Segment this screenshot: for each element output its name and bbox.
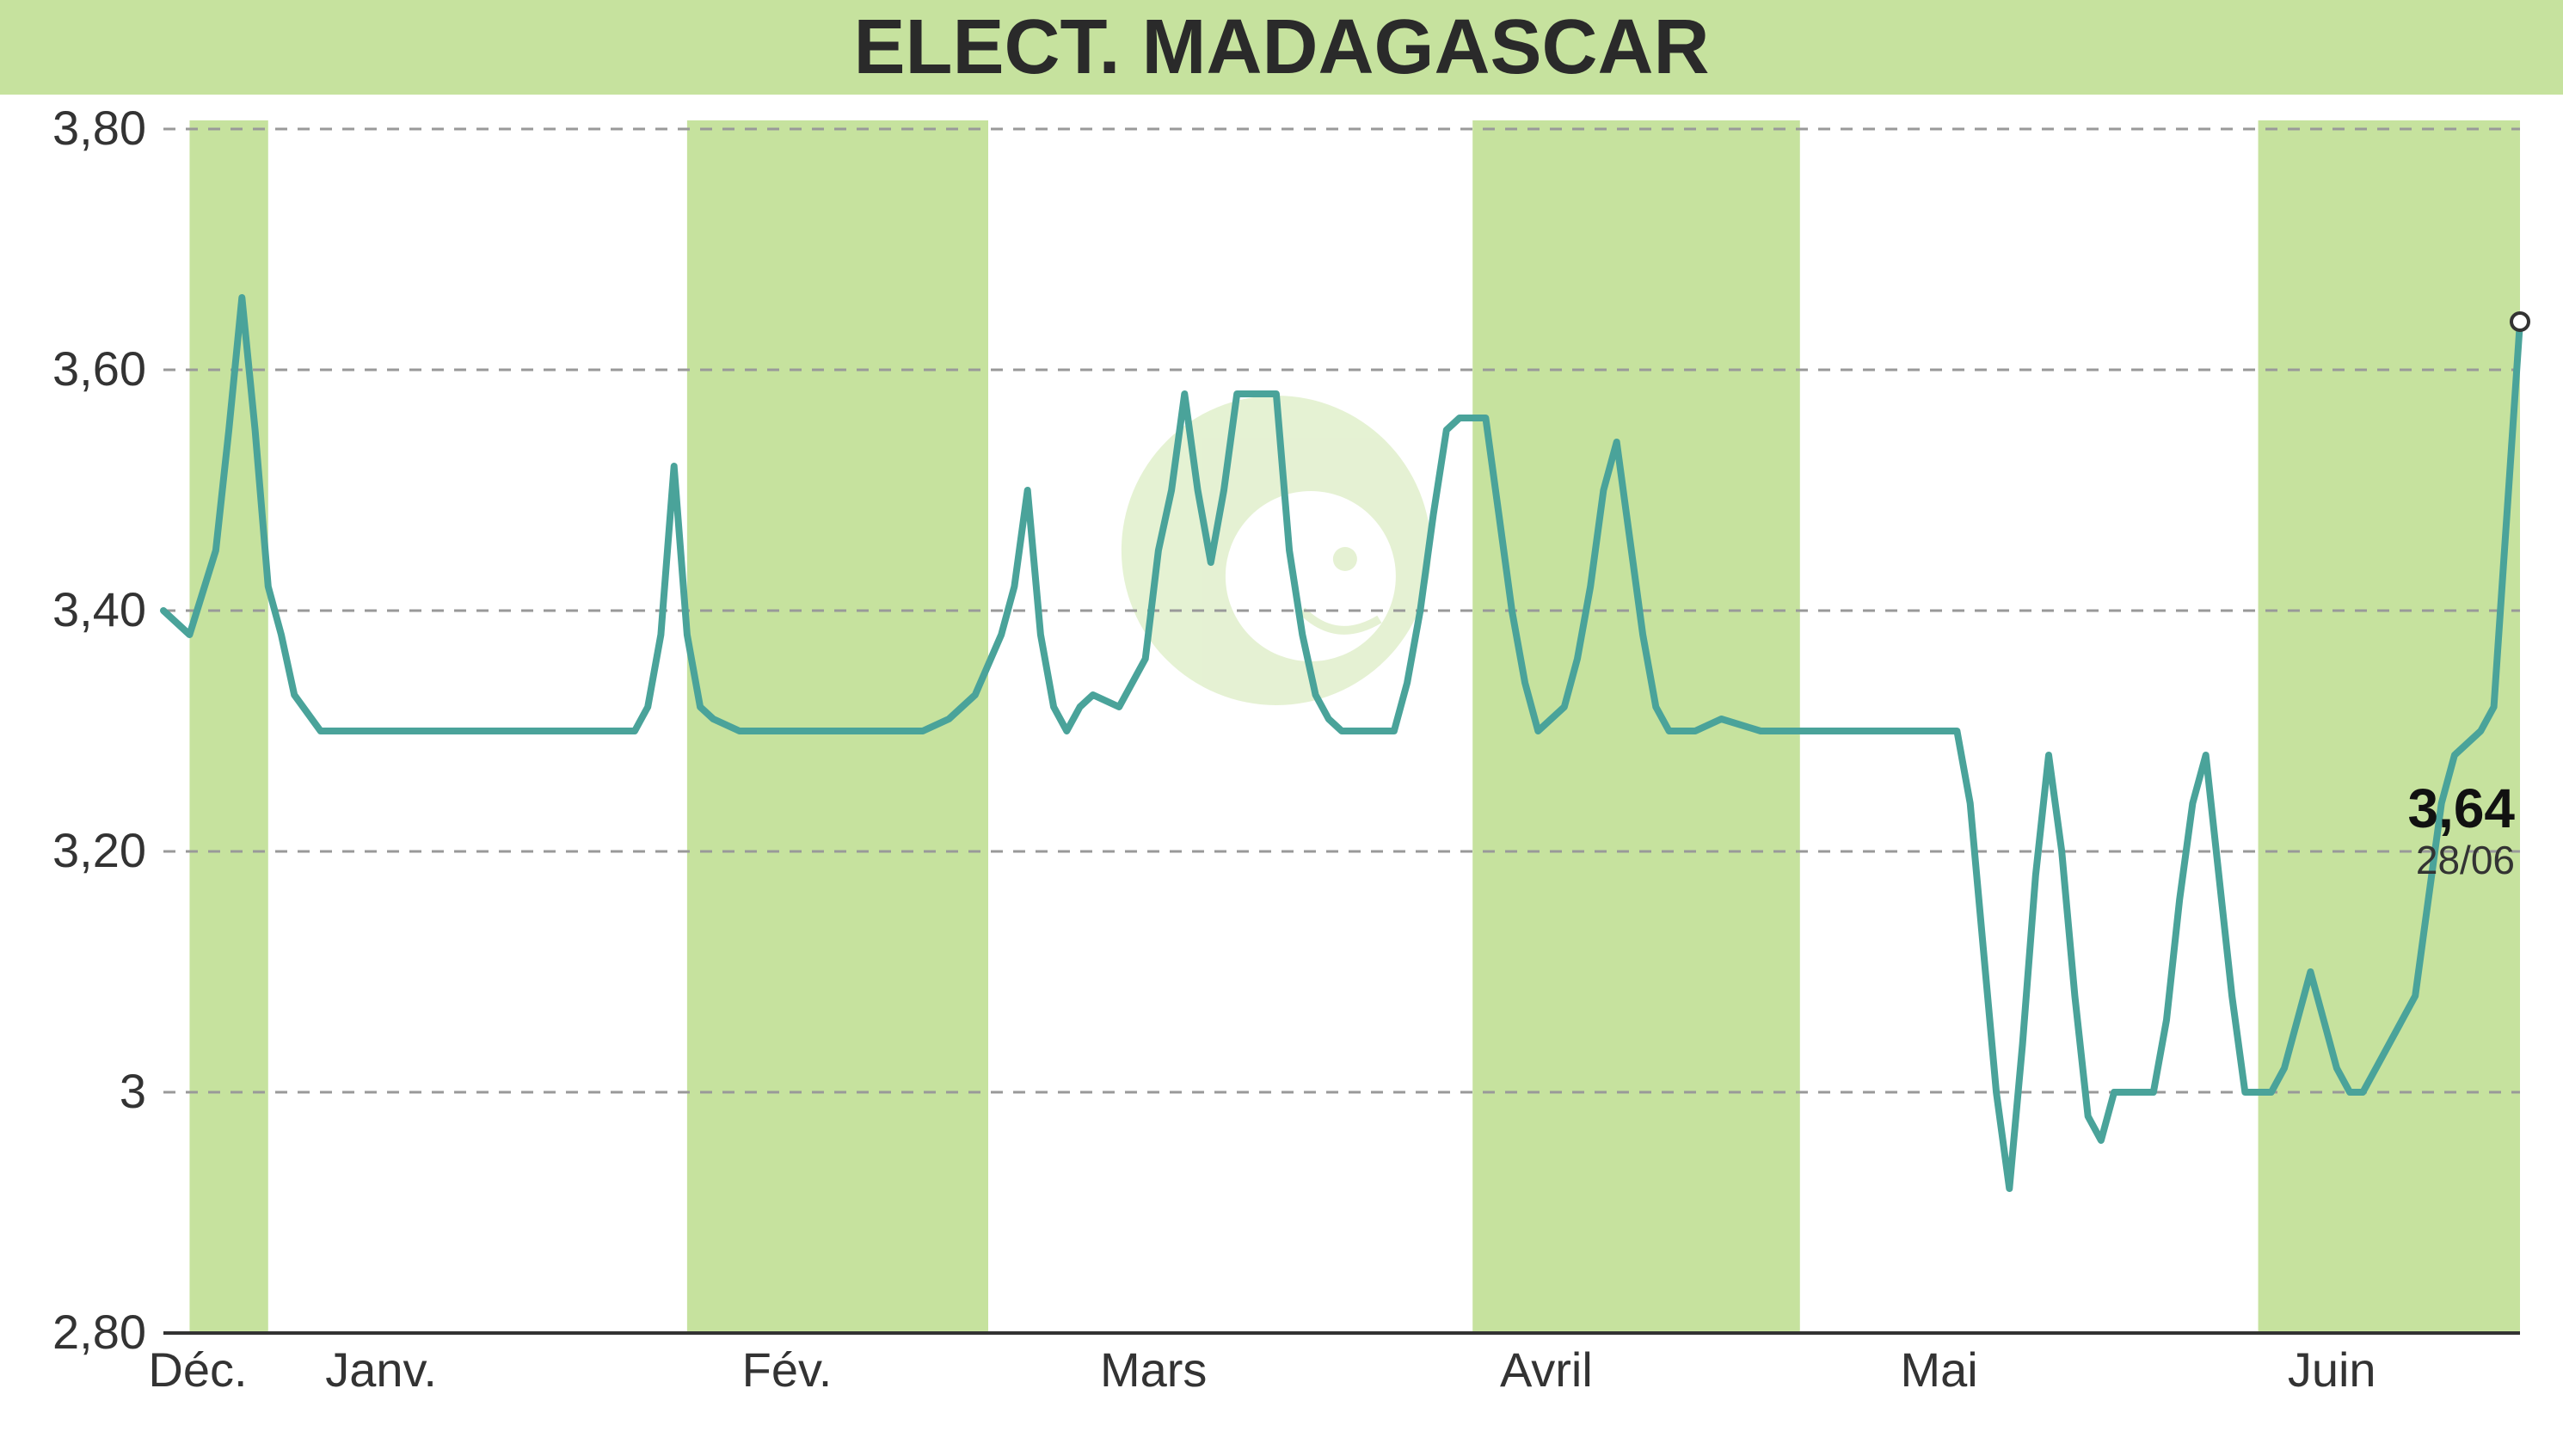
x-axis-label: Avril	[1500, 1342, 1593, 1397]
x-axis-label: Janv.	[325, 1342, 437, 1397]
background-band	[189, 120, 267, 1333]
y-axis-label: 3,60	[52, 341, 146, 396]
last-date-label: 28/06	[2416, 838, 2515, 882]
x-axis-label: Juin	[2288, 1342, 2376, 1397]
price-chart: 2,80 3 3,20 3,40 3,60 3,80 Déc. Janv. Fév. Mars Av…	[0, 0, 2563, 1456]
x-axis-label: Fév.	[742, 1342, 833, 1397]
y-axis-label: 3,20	[52, 823, 146, 877]
last-point-marker	[2511, 313, 2529, 330]
watermark	[1122, 396, 1431, 705]
y-axis-label: 3	[120, 1064, 146, 1118]
y-axis-label: 2,80	[52, 1305, 146, 1359]
last-value-label: 3,64	[2407, 777, 2515, 839]
y-axis-label: 3,80	[52, 101, 146, 155]
y-axis-label: 3,40	[52, 582, 146, 636]
x-axis-label: Déc.	[148, 1342, 247, 1397]
x-axis-label: Mars	[1100, 1342, 1207, 1397]
x-axis-label: Mai	[1900, 1342, 1977, 1397]
